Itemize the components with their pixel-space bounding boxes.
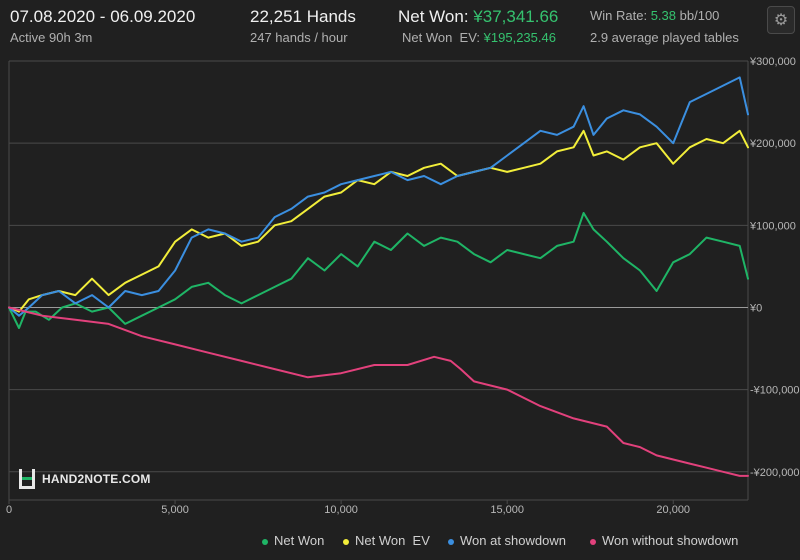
hand2note-logo: HAND2NOTE.COM [18, 465, 151, 493]
y-tick-label: -¥200,000 [750, 467, 800, 479]
net-won-ev-value: ¥195,235.46 [483, 30, 556, 45]
x-tick-label: 5,000 [161, 504, 189, 516]
series-line-net-won [8, 212, 749, 329]
net-won-ev-label: Net Won EV: [402, 30, 481, 45]
legend-non-showdown-label: Won without showdown [602, 533, 739, 548]
legend-net-won-ev[interactable]: Net Won EV [343, 533, 430, 548]
net-won-label: Net Won: [398, 7, 469, 26]
x-tick-label: 10,000 [324, 504, 358, 516]
win-rate-label: Win Rate: [590, 8, 648, 23]
y-tick-label: ¥200,000 [749, 138, 796, 150]
legend-showdown[interactable]: Won at showdown [448, 533, 566, 548]
win-rate-stat: Win Rate: 5.38 bb/100 [590, 8, 719, 23]
settings-button[interactable]: ⚙ [767, 6, 795, 34]
y-tick-label: ¥300,000 [749, 56, 796, 68]
win-rate-unit: bb/100 [679, 8, 720, 23]
y-tick-label: -¥100,000 [750, 385, 800, 397]
average-tables: 2.9 average played tables [590, 30, 739, 45]
x-tick-label: 0 [6, 504, 12, 516]
x-tick-label: 15,000 [490, 504, 524, 516]
legend-showdown-label: Won at showdown [460, 533, 566, 548]
hands-per-hour: 247 hands / hour [250, 30, 348, 45]
series-line-showdown [8, 76, 749, 317]
stats-header: 07.08.2020 - 06.09.2020 Active 90h 3m 22… [0, 0, 800, 56]
series-line-net-won-ev [8, 129, 749, 313]
logo-text: HAND2NOTE.COM [42, 472, 151, 486]
legend-net-won-ev-label: Net Won EV [355, 533, 430, 548]
y-tick-label: ¥100,000 [749, 220, 796, 232]
net-won-stat: Net Won: ¥37,341.66 [398, 7, 558, 27]
net-won-value: ¥37,341.66 [473, 7, 559, 26]
y-tick-label: ¥0 [749, 302, 762, 314]
legend-non-showdown[interactable]: Won without showdown [590, 533, 738, 548]
hands-count: 22,251 Hands [250, 7, 356, 26]
net-won-ev-stat: Net Won EV: ¥195,235.46 [402, 30, 556, 45]
date-range: 07.08.2020 - 06.09.2020 [10, 7, 196, 26]
legend-showdown-swatch [448, 538, 454, 545]
legend-net-won-ev-swatch [343, 538, 349, 545]
hand2note-logo-mark [19, 469, 35, 489]
win-rate-value: 5.38 [650, 8, 677, 23]
legend-non-showdown-swatch [590, 538, 596, 545]
legend-net-won-swatch [262, 538, 268, 545]
gear-icon: ⚙ [773, 12, 789, 29]
legend-net-won[interactable]: Net Won [262, 533, 324, 548]
active-time: Active 90h 3m [10, 30, 93, 45]
series-line-non-showdown [8, 306, 749, 477]
legend-net-won-label: Net Won [274, 533, 325, 548]
x-tick-label: 20,000 [656, 504, 690, 516]
